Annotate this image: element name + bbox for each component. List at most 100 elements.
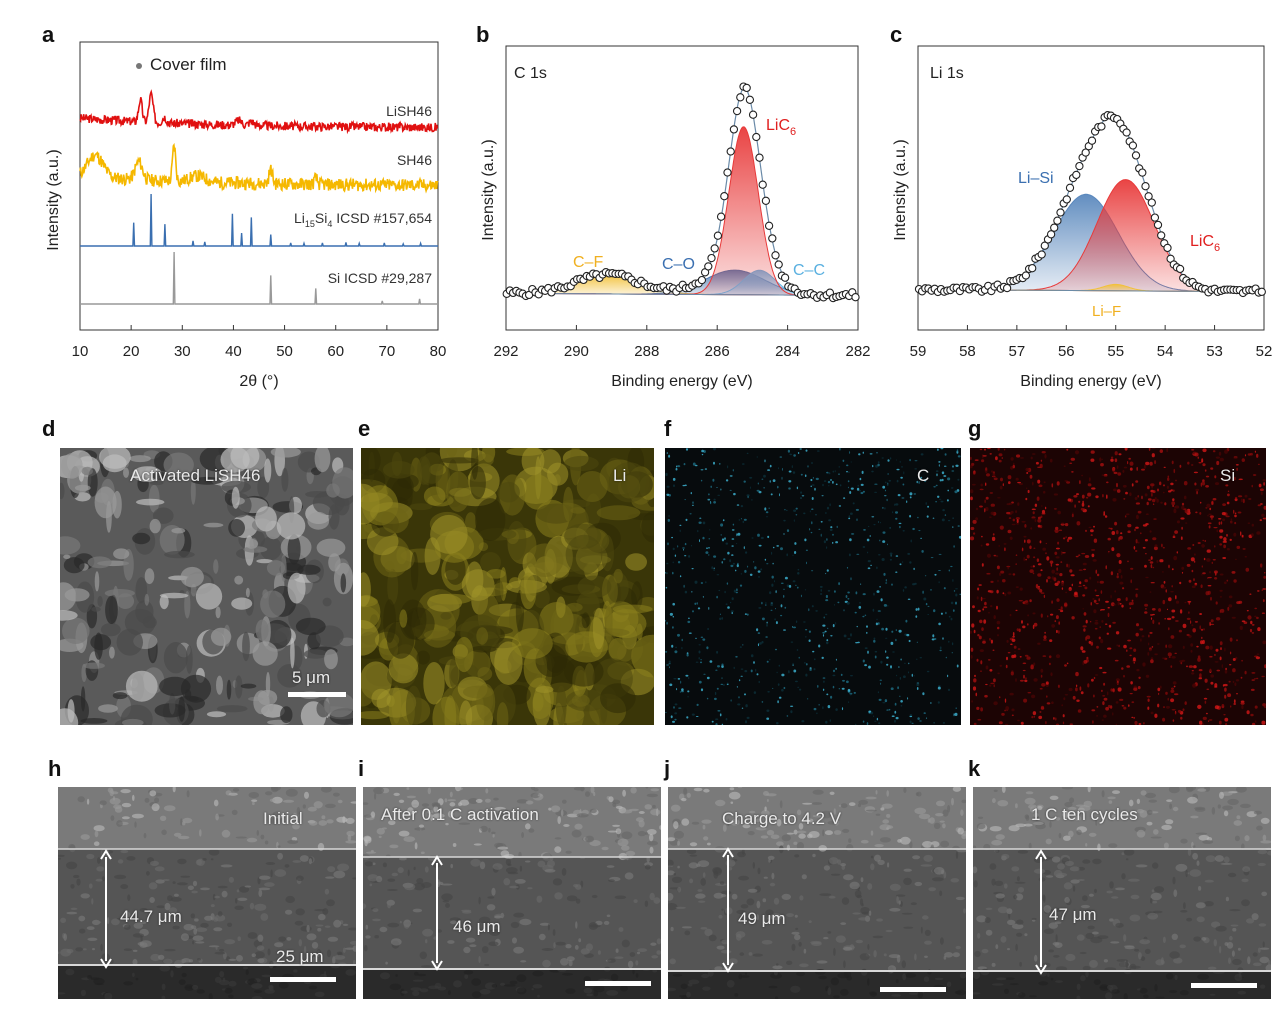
img-i-grain	[608, 796, 614, 803]
img-h-grain	[251, 983, 263, 989]
img-g-grain	[1064, 602, 1068, 606]
img-g-grain	[1251, 722, 1256, 725]
img-i-grain	[612, 802, 617, 807]
img-i-grain	[485, 788, 489, 794]
img-i-grain	[414, 842, 418, 850]
img-g-grain	[1059, 573, 1063, 577]
img-f-grain	[790, 705, 794, 707]
img-g-grain	[988, 612, 990, 614]
img-h-grain	[314, 991, 325, 997]
img-g-grain	[1224, 694, 1227, 699]
img-g-grain	[1242, 498, 1245, 504]
img-g-grain	[999, 696, 1001, 699]
img-j-grain	[944, 952, 954, 958]
img-g-grain	[1096, 573, 1100, 577]
img-i-grain	[412, 979, 424, 982]
img-i-grain	[630, 787, 637, 794]
img-f-grain	[911, 673, 913, 677]
img-g-grain	[1066, 662, 1069, 665]
img-g-grain	[985, 543, 990, 546]
img-f-grain	[702, 521, 706, 525]
img-f-grain	[699, 661, 703, 664]
img-g-grain	[1202, 539, 1204, 542]
img-j-grain	[755, 827, 767, 831]
img-f-grain	[959, 593, 961, 595]
img-g-grain	[970, 489, 974, 494]
img-j-grain	[818, 975, 827, 980]
img-j-grain	[860, 839, 869, 844]
img-g-grain	[1216, 460, 1220, 466]
b-point-64	[707, 253, 716, 263]
img-f-grain	[833, 590, 836, 593]
xrd-tick-label-6: 70	[379, 343, 396, 360]
img-f-grain	[933, 722, 935, 724]
img-f-grain	[832, 674, 836, 677]
img-f-grain	[730, 610, 734, 613]
img-k-grain	[1052, 942, 1060, 946]
img-g-grain	[1247, 522, 1251, 524]
img-h-grain	[58, 857, 61, 860]
img-f-grain	[759, 642, 762, 645]
img-i-grain	[537, 860, 546, 868]
img-g-grain	[982, 454, 984, 459]
img-g-grain	[1219, 535, 1223, 539]
img-g-grain	[1111, 531, 1116, 535]
img-g-grain	[1082, 661, 1084, 666]
img-f-grain	[691, 713, 695, 716]
img-j-grain	[872, 935, 884, 939]
img-h-grain	[268, 984, 274, 990]
img-f-grain	[697, 607, 701, 610]
img-g-grain	[1032, 711, 1037, 716]
img-f-grain	[790, 641, 794, 643]
img-e-grain	[476, 627, 489, 645]
img-h-grain	[154, 866, 165, 872]
img-g-grain	[1030, 527, 1033, 530]
img-f-grain	[733, 666, 735, 670]
img-g-grain	[1157, 703, 1160, 708]
img-k-grain	[1234, 835, 1240, 842]
xrd-tick-label-4: 50	[276, 343, 293, 360]
img-k-grain	[1172, 806, 1179, 812]
img-g-grain	[1134, 528, 1136, 532]
img-j-grain	[896, 896, 899, 904]
img-g-grain	[1171, 687, 1174, 690]
img-f-grain	[824, 630, 827, 633]
img-g-grain	[1025, 558, 1027, 561]
img-f-grain	[795, 514, 798, 516]
img-h-grain	[182, 821, 186, 826]
img-g-grain	[978, 635, 982, 640]
img-f-grain	[901, 497, 905, 499]
img-f-grain	[877, 461, 880, 464]
img-f-grain	[918, 481, 920, 484]
c-tick-label-7: 52	[1256, 343, 1273, 360]
img-h-grain	[162, 879, 170, 881]
img-f-grain	[854, 611, 857, 614]
img-g-grain	[1173, 508, 1177, 514]
img-i-grain	[531, 988, 534, 991]
img-g-grain	[1200, 640, 1204, 645]
img-g-grain	[1116, 465, 1119, 469]
img-g-grain	[1049, 560, 1054, 564]
img-h-grain	[126, 856, 136, 861]
img-f-grain	[794, 551, 797, 554]
eds-map-li: Li	[361, 448, 654, 725]
img-j-grain	[719, 881, 725, 885]
img-e-grain	[495, 579, 504, 603]
img-g-grain	[1057, 580, 1061, 584]
img-g-grain	[1058, 621, 1060, 625]
img-f-grain	[825, 573, 827, 575]
img-g-grain	[1261, 513, 1265, 517]
img-f-grain	[942, 509, 945, 512]
img-h-grain	[296, 807, 301, 815]
img-h-grain	[321, 815, 326, 820]
img-g-grain	[1106, 632, 1109, 635]
img-f-grain	[920, 453, 924, 456]
img-g-grain	[1256, 531, 1261, 535]
img-f-grain	[842, 679, 845, 682]
img-f-grain	[672, 547, 675, 551]
img-i-grain	[633, 899, 638, 903]
img-g-grain	[1004, 593, 1007, 597]
img-f-grain	[898, 666, 900, 668]
img-f-grain	[722, 519, 725, 522]
img-g-grain	[1203, 697, 1208, 700]
